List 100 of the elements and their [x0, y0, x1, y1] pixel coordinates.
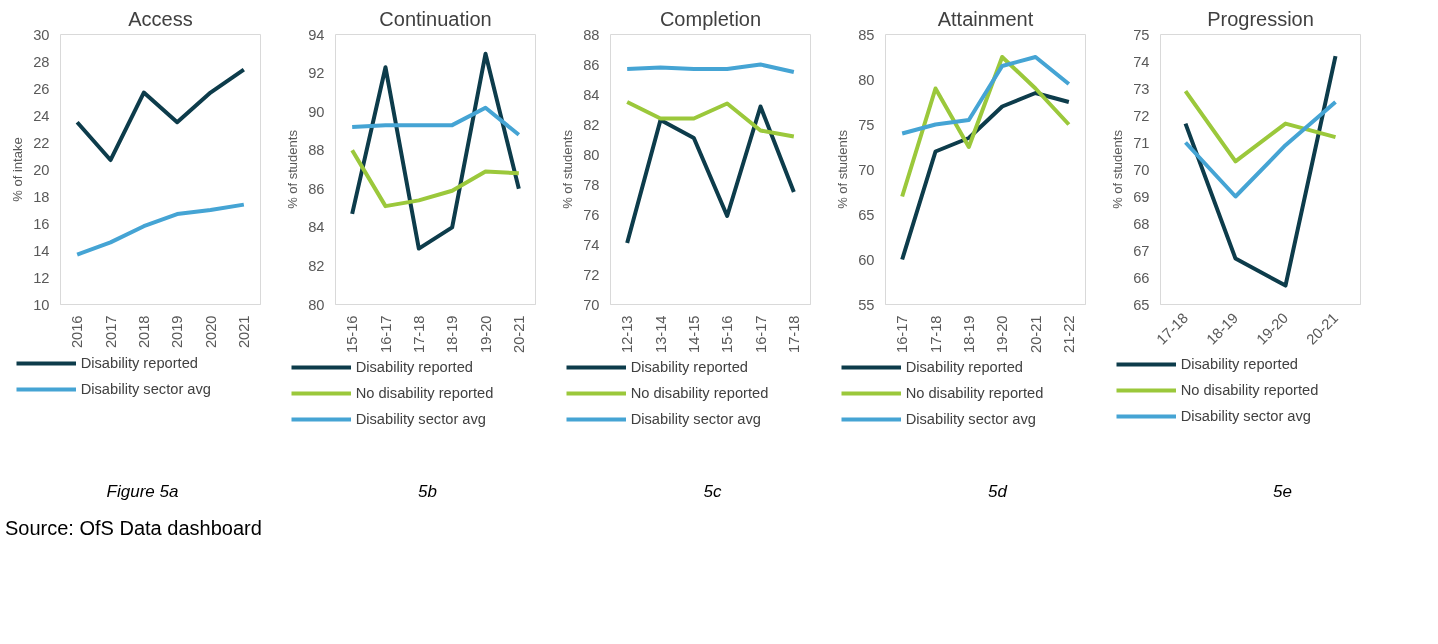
legend-label: Disability reported: [80, 355, 198, 371]
legend-label: Disability reported: [355, 359, 473, 375]
legend-label: Disability sector avg: [80, 381, 211, 397]
line-series: [1183, 54, 1338, 288]
y-tick-label: 90: [308, 103, 325, 120]
y-tick-label: 88: [583, 26, 600, 43]
y-axis-title: % of students: [560, 129, 576, 209]
y-tick-label: 86: [308, 180, 325, 197]
y-tick-label: 69: [1133, 188, 1150, 205]
x-tick-label: 15-16: [719, 315, 736, 353]
y-tick-label: 22: [33, 134, 50, 151]
y-tick-label: 75: [1133, 26, 1150, 43]
legend-label: No disability reported: [905, 385, 1044, 401]
line-series: [625, 62, 796, 74]
y-tick-label: 10: [33, 296, 50, 313]
y-tick-label: 92: [308, 65, 325, 82]
line-series: [1183, 89, 1338, 164]
y-tick-label: 18: [33, 188, 50, 205]
text: 5d: [988, 481, 1007, 503]
y-tick-label: 67: [1133, 242, 1150, 259]
line-series: [900, 55, 1071, 136]
line-series: [350, 148, 521, 209]
y-tick-label: 12: [33, 269, 50, 286]
x-tick-label: 15-16: [344, 315, 361, 353]
x-tick-label: 18-19: [960, 315, 977, 353]
x-tick-label: 2016: [69, 315, 86, 349]
line-series: [625, 100, 796, 139]
x-tick-label: 2021: [235, 315, 252, 349]
source-note: Source: OfS Data dashboard: [5, 516, 262, 542]
legend-label: No disability reported: [355, 385, 494, 401]
chart-title: Progression: [1207, 7, 1314, 30]
y-tick-label: 82: [583, 116, 600, 133]
chart-title: Access: [128, 7, 193, 30]
line-series: [900, 55, 1071, 199]
x-tick-label: 18-19: [444, 315, 461, 353]
x-tick-label: 17-18: [785, 315, 802, 353]
y-tick-label: 84: [308, 219, 325, 236]
chart-title: Completion: [659, 7, 762, 30]
x-tick-label: 2018: [135, 315, 152, 349]
line-series: [75, 202, 246, 257]
line-series: [900, 91, 1071, 262]
y-tick-label: 26: [33, 80, 50, 97]
y-tick-label: 86: [583, 56, 600, 73]
line-series: [625, 104, 796, 245]
x-tick-label: 16-17: [752, 315, 769, 353]
y-tick-label: 20: [33, 161, 50, 178]
y-tick-label: 88: [308, 142, 325, 159]
y-tick-label: 84: [583, 86, 600, 103]
y-tick-label: 65: [1133, 296, 1150, 313]
text: 5c: [703, 481, 722, 503]
y-tick-label: 78: [583, 176, 600, 193]
y-tick-label: 30: [33, 26, 50, 43]
x-tick-label: 13-14: [652, 315, 669, 353]
y-tick-label: 68: [1133, 215, 1150, 232]
line-series: [350, 51, 521, 251]
y-tick-label: 82: [308, 257, 325, 274]
line-series: [1183, 100, 1338, 199]
x-tick-label: 20-21: [1027, 315, 1044, 353]
y-tick-label: 74: [583, 236, 600, 253]
y-tick-label: 70: [1133, 161, 1150, 178]
y-tick-label: 85: [858, 26, 875, 43]
legend-label: Disability sector avg: [630, 411, 761, 427]
y-axis-title: % of students: [835, 129, 851, 209]
x-tick-label: 2019: [169, 315, 186, 349]
legend-label: Disability reported: [905, 359, 1023, 375]
y-tick-label: 94: [308, 26, 325, 43]
caption: Figure 5a: [106, 481, 179, 503]
line-series: [75, 67, 246, 163]
y-axis-title: % of students: [285, 129, 301, 209]
text: 5e: [1273, 481, 1292, 503]
x-tick-label: 21-22: [1060, 315, 1077, 353]
legend-label: No disability reported: [1180, 382, 1319, 398]
y-tick-label: 75: [858, 116, 875, 133]
y-tick-label: 80: [308, 296, 325, 313]
y-tick-label: 24: [33, 107, 50, 124]
y-tick-label: 14: [33, 242, 50, 259]
y-tick-label: 28: [33, 53, 50, 70]
x-tick-label: 14-15: [685, 315, 702, 353]
x-tick-label: 16-17: [377, 315, 394, 353]
y-tick-label: 72: [1133, 107, 1150, 124]
y-tick-label: 70: [858, 161, 875, 178]
legend-label: Disability sector avg: [1180, 408, 1311, 424]
y-tick-label: 72: [583, 266, 600, 283]
x-tick-label: 2017: [102, 315, 119, 349]
legend-label: Disability sector avg: [905, 411, 1036, 427]
x-tick-label: 2020: [202, 315, 219, 349]
y-tick-label: 80: [583, 146, 600, 163]
y-tick-label: 55: [858, 296, 875, 313]
y-tick-label: 60: [858, 251, 875, 268]
line-series: [350, 105, 521, 137]
y-tick-label: 73: [1133, 80, 1150, 97]
y-tick-label: 70: [583, 296, 600, 313]
x-tick-label: 19-20: [994, 315, 1011, 353]
text: 5b: [418, 481, 437, 503]
legend-label: Disability reported: [630, 359, 748, 375]
x-tick-label: 12-13: [619, 315, 636, 353]
y-tick-label: 71: [1133, 134, 1150, 151]
legend-label: Disability sector avg: [355, 411, 486, 427]
x-tick-label: 16-17: [894, 315, 911, 353]
y-tick-label: 80: [858, 71, 875, 88]
